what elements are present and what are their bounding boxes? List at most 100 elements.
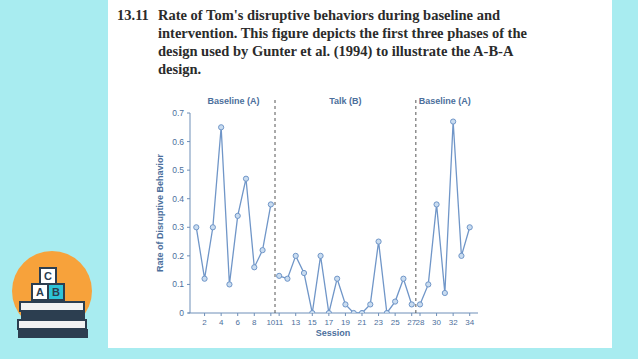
y-tick-label: 0.5 <box>172 165 184 175</box>
x-axis <box>188 313 478 314</box>
y-tick-label: 0.4 <box>172 194 184 204</box>
data-point <box>459 253 464 258</box>
x-tick-label: 13 <box>291 318 300 327</box>
x-tick <box>469 313 470 316</box>
data-point <box>467 225 472 230</box>
x-tick <box>411 313 412 316</box>
x-tick <box>279 313 280 316</box>
x-tick <box>328 313 329 316</box>
series-line <box>420 122 470 305</box>
svg-text:B: B <box>52 286 60 298</box>
data-point <box>426 282 431 287</box>
data-point <box>202 276 207 281</box>
data-point <box>434 202 439 207</box>
x-tick-label: 19 <box>341 318 350 327</box>
phase-label: Baseline (A) <box>208 96 260 106</box>
plot-area <box>194 119 473 313</box>
data-point <box>194 225 199 230</box>
x-tick-label: 6 <box>235 318 240 327</box>
data-point <box>393 299 398 304</box>
data-point <box>310 310 315 313</box>
data-point <box>252 265 257 270</box>
x-tick <box>270 313 271 316</box>
y-tick <box>187 227 190 228</box>
y-tick <box>187 284 190 285</box>
data-point <box>401 276 406 281</box>
x-tick-label: 25 <box>391 318 400 327</box>
data-point <box>384 310 389 313</box>
x-tick-label: 34 <box>465 318 474 327</box>
y-tick-label: 0.1 <box>172 279 184 289</box>
y-tick-label: 0 <box>179 308 184 318</box>
svg-text:C: C <box>44 270 52 282</box>
series-line <box>279 242 412 313</box>
data-point <box>260 248 265 253</box>
y-axis-title: Rate of Disruptive Behavior <box>155 153 165 272</box>
x-tick <box>204 313 205 316</box>
x-axis-title: Session <box>316 328 351 338</box>
x-tick <box>362 313 363 316</box>
data-point <box>227 282 232 287</box>
data-point <box>210 225 215 230</box>
data-point <box>326 310 331 313</box>
x-tick <box>295 313 296 316</box>
x-tick <box>436 313 437 316</box>
data-point <box>243 176 248 181</box>
y-tick <box>187 255 190 256</box>
caption-line: intervention. This figure depicts the fi… <box>158 25 527 41</box>
x-tick-label: 21 <box>358 318 367 327</box>
x-tick <box>237 313 238 316</box>
data-point <box>318 253 323 258</box>
y-tick-label: 0.2 <box>172 251 184 261</box>
data-point <box>301 270 306 275</box>
data-point <box>442 290 447 295</box>
y-tick-label: 0.7 <box>172 108 184 118</box>
x-tick-label: 28 <box>416 318 425 327</box>
phase-change-line <box>415 100 416 313</box>
data-point <box>277 273 282 278</box>
x-tick <box>345 313 346 316</box>
x-tick-label: 4 <box>219 318 224 327</box>
x-tick-label: 32 <box>449 318 458 327</box>
data-point <box>219 125 224 130</box>
data-point <box>417 302 422 307</box>
x-tick-label: 11 <box>275 318 284 327</box>
card <box>108 0 612 348</box>
x-tick-label: 15 <box>308 318 317 327</box>
y-axis <box>190 113 191 313</box>
y-tick <box>187 198 190 199</box>
y-tick <box>187 313 190 314</box>
data-point <box>335 276 340 281</box>
abc-books-icon: ABC <box>12 251 92 338</box>
svg-text:A: A <box>36 286 44 298</box>
caption-line: Rate of Tom's disruptive behaviors durin… <box>158 7 500 23</box>
x-tick <box>378 313 379 316</box>
data-point <box>451 119 456 124</box>
phase-change-line <box>275 100 276 313</box>
slide: 13.11 Rate of Tom's disruptive behaviors … <box>0 0 638 359</box>
x-tick <box>312 313 313 316</box>
x-tick <box>395 313 396 316</box>
phase-label: Baseline (A) <box>419 96 471 106</box>
data-point <box>235 213 240 218</box>
x-tick <box>254 313 255 316</box>
data-point <box>351 310 356 313</box>
y-tick <box>187 113 190 114</box>
caption-line: design. <box>158 61 201 77</box>
data-point <box>409 302 414 307</box>
y-tick <box>187 170 190 171</box>
x-tick-label: 2 <box>202 318 207 327</box>
x-tick <box>420 313 421 316</box>
data-point <box>285 276 290 281</box>
x-tick-label: 17 <box>324 318 333 327</box>
data-point <box>376 239 381 244</box>
y-tick <box>187 141 190 142</box>
y-tick-label: 0.6 <box>172 137 184 147</box>
series-line <box>196 127 271 284</box>
figure-number: 13.11 <box>117 7 149 23</box>
x-tick-label: 23 <box>374 318 383 327</box>
caption-line: design used by Gunter et al. (1994) to i… <box>158 43 514 60</box>
data-point <box>368 302 373 307</box>
x-tick-label: 8 <box>252 318 257 327</box>
x-tick <box>453 313 454 316</box>
